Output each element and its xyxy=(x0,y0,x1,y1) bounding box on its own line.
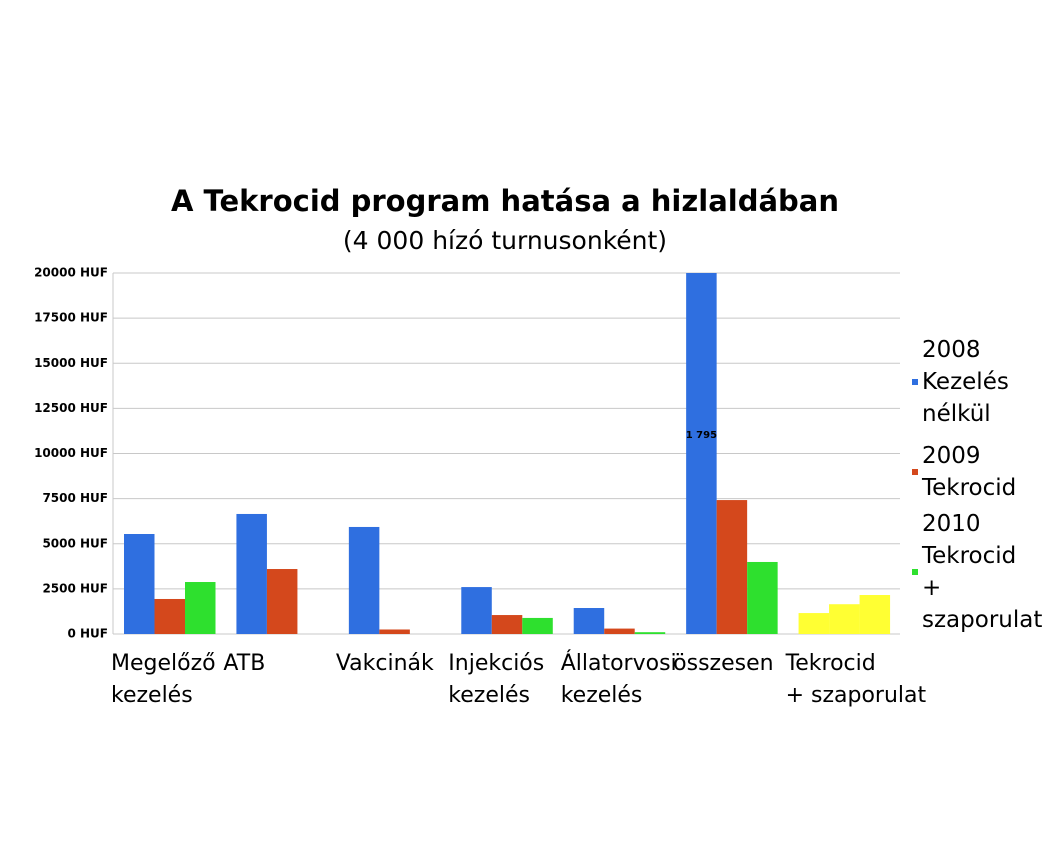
chart-title: A Tekrocid program hatása a hizlaldában xyxy=(170,184,840,218)
x-tick-label: ATB xyxy=(223,651,266,676)
chart-subtitle: (4 000 hízó turnusonként) xyxy=(342,226,668,255)
legend-swatch xyxy=(912,379,918,385)
bar xyxy=(798,613,830,634)
bar xyxy=(604,628,635,634)
bar xyxy=(124,534,155,634)
legend-item: 2008 Kezelés nélkül xyxy=(912,334,1009,430)
bar xyxy=(154,598,185,634)
y-tick-label: 10000 HUF xyxy=(34,446,108,460)
legend-item: 2009 Tekrocid xyxy=(912,440,1016,504)
y-tick-label: 5000 HUF xyxy=(42,536,108,550)
bar xyxy=(379,629,410,634)
legend-swatch xyxy=(912,569,918,575)
bar xyxy=(747,561,778,634)
legend-label: 2008 Kezelés nélkül xyxy=(922,337,1009,427)
bar xyxy=(185,582,216,634)
y-tick-label: 12500 HUF xyxy=(34,401,108,415)
x-tick-label: Állatorvosi kezelés xyxy=(560,651,677,708)
bar xyxy=(573,608,605,634)
bar xyxy=(829,604,860,634)
y-tick-label: 20000 HUF xyxy=(34,266,108,280)
legend-label: 2010 Tekrocid + szaporulat xyxy=(922,511,1043,633)
y-tick-label: 2500 HUF xyxy=(42,581,108,595)
bar xyxy=(522,617,553,634)
bar xyxy=(266,569,298,634)
bar xyxy=(686,273,717,634)
x-tick-label: Injekciós kezelés xyxy=(448,651,545,708)
legend-item: 2010 Tekrocid + szaporulat xyxy=(912,508,1042,636)
y-tick-label: 17500 HUF xyxy=(34,311,108,325)
y-tick-label: 7500 HUF xyxy=(42,491,108,505)
x-tick-label: Tekrocid + szaporulat xyxy=(785,651,927,708)
bar xyxy=(236,513,267,634)
bar xyxy=(348,526,380,634)
legend-swatch xyxy=(912,469,918,475)
x-tick-label: összesen xyxy=(673,651,774,676)
bar xyxy=(461,587,492,634)
bar xyxy=(634,632,666,634)
annotation: 1 795 xyxy=(686,430,717,441)
y-tick-label: 0 HUF xyxy=(67,627,108,641)
x-tick-label: Vakcinák xyxy=(335,651,434,676)
y-tick-label: 15000 HUF xyxy=(34,356,108,370)
bar xyxy=(491,615,523,634)
legend-label: 2009 Tekrocid xyxy=(922,443,1017,501)
bar xyxy=(716,500,748,634)
x-tick-label: Megelőző kezelés xyxy=(111,651,216,708)
bar xyxy=(859,595,891,634)
